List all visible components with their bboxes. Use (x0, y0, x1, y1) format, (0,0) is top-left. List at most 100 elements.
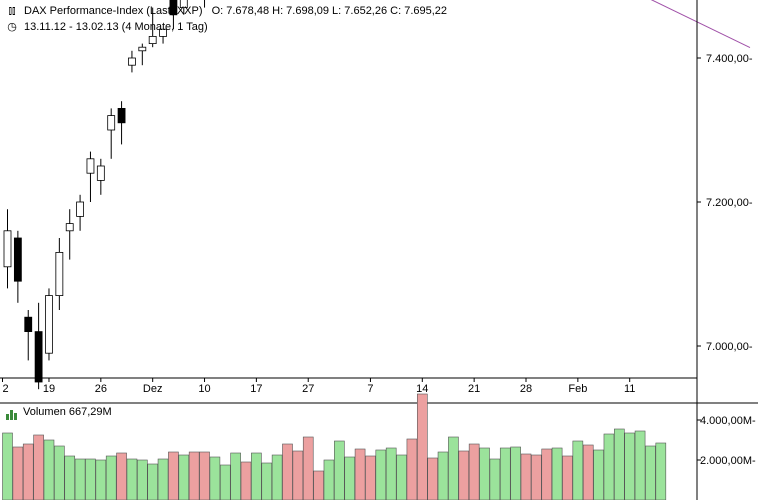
volume-axis: 2.000,00M- 4.000,00M- (697, 415, 756, 467)
x-tick-label: Dez (143, 383, 163, 395)
candle-body (107, 115, 116, 131)
trendlines (650, 0, 751, 49)
volume-bar (396, 454, 407, 500)
volume-bar (105, 455, 117, 500)
candle-body (179, 0, 188, 9)
volume-label: Volumen 667,29M (23, 406, 112, 418)
volume-bar (427, 457, 438, 500)
volume-bar (251, 452, 262, 500)
volume-bar (541, 448, 553, 500)
y-tick-label: 7.000,00- (706, 341, 753, 353)
candle-body (13, 237, 22, 282)
volume-bar (406, 438, 418, 500)
volume-bar (323, 459, 335, 500)
volume-bar (645, 445, 656, 500)
volume-bar (178, 454, 190, 500)
x-tick-label: 21 (468, 383, 480, 395)
volume-bar (95, 459, 107, 500)
chart-type-icon[interactable]: ⫾⫾ (8, 5, 16, 17)
candlesticks (3, 0, 206, 390)
volume-bar (116, 452, 127, 500)
volume-bar (624, 432, 636, 500)
volume-bar (416, 393, 428, 500)
chart-title: DAX Performance-Index (Last, XXP) (24, 5, 203, 17)
volume-bar (12, 446, 24, 500)
x-tick-label: 10 (198, 383, 210, 395)
clock-icon[interactable]: ◷ (7, 21, 17, 33)
volume-bar (85, 458, 96, 500)
volume-bar (282, 443, 293, 500)
x-tick-label: 27 (302, 383, 314, 395)
candle-body (138, 46, 147, 52)
volume-bar (448, 436, 459, 500)
candle-body (96, 165, 105, 181)
volume-bar (188, 451, 200, 500)
volume-bar (168, 451, 179, 500)
x-tick-label: Feb (568, 383, 587, 395)
volume-bar (437, 451, 449, 500)
x-tick-label: 7 (367, 383, 373, 395)
volume-bar (43, 439, 55, 500)
candle-body (45, 295, 53, 354)
x-axis: 2 19 26 Dez 10 17 27 7 14 21 28 Feb 11 (2, 378, 635, 395)
volume-header: Volumen 667,29M (6, 406, 112, 420)
volume-bar (209, 456, 221, 500)
volume-bar (634, 430, 646, 500)
x-tick-label: 26 (95, 383, 107, 395)
volume-bar (302, 436, 314, 500)
volume-bars (2, 393, 667, 500)
candle-body (3, 230, 12, 268)
volume-bar (468, 443, 480, 500)
volume-bar (499, 447, 511, 500)
volume-bar (137, 459, 148, 500)
volume-bar (219, 464, 231, 500)
volume-bar (375, 449, 387, 500)
y-tick-label: 7.200,00- (706, 197, 753, 209)
volume-bar (147, 463, 158, 500)
volume-bar (489, 458, 501, 500)
candle-body (128, 57, 136, 66)
volume-tick-label: 2.000,00M- (700, 455, 756, 467)
trendline (650, 0, 751, 49)
x-tick-label: 19 (43, 383, 55, 395)
volume-bar (520, 453, 532, 500)
volume-bar (334, 440, 345, 500)
volume-bar (572, 440, 584, 500)
volume-bar (458, 450, 470, 500)
x-tick-label: 28 (520, 383, 532, 395)
volume-bar (33, 434, 44, 500)
candle-body (148, 36, 157, 45)
candle-body (34, 331, 43, 383)
candle-body (159, 28, 167, 37)
date-range: 13.11.12 - 13.02.13 (4 Monate, 1 Tag) (24, 21, 208, 33)
volume-bar (74, 458, 86, 500)
volume-bar (292, 450, 304, 500)
volume-bar (271, 454, 283, 500)
volume-bar (365, 455, 376, 500)
x-tick-label: 11 (624, 383, 635, 395)
volume-bar (2, 432, 13, 500)
date-range-row: ◷ 13.11.12 - 13.02.13 (4 Monate, 1 Tag) (6, 21, 208, 34)
candle-body (86, 158, 95, 174)
volume-bar (64, 455, 76, 500)
candle-body (117, 108, 126, 124)
volume-bar (354, 448, 366, 500)
volume-bar (199, 451, 210, 500)
volume-bar (562, 455, 573, 500)
volume-bar (261, 462, 273, 500)
volume-bar (593, 449, 604, 500)
volume-bar (126, 458, 138, 500)
volume-bar (54, 445, 65, 500)
volume-bar (313, 470, 324, 500)
x-tick-label: 2 (3, 383, 9, 395)
x-tick-label: 17 (250, 383, 262, 395)
volume-bar (510, 446, 521, 500)
candle-body (76, 201, 84, 217)
volume-bar (479, 447, 490, 500)
volume-bar (240, 461, 252, 500)
chart-title-row: ⫾⫾ DAX Performance-Index (Last, XXP) O: 7… (6, 5, 447, 18)
volume-tick-label: 4.000,00M- (700, 415, 756, 427)
volume-bar (614, 428, 625, 500)
